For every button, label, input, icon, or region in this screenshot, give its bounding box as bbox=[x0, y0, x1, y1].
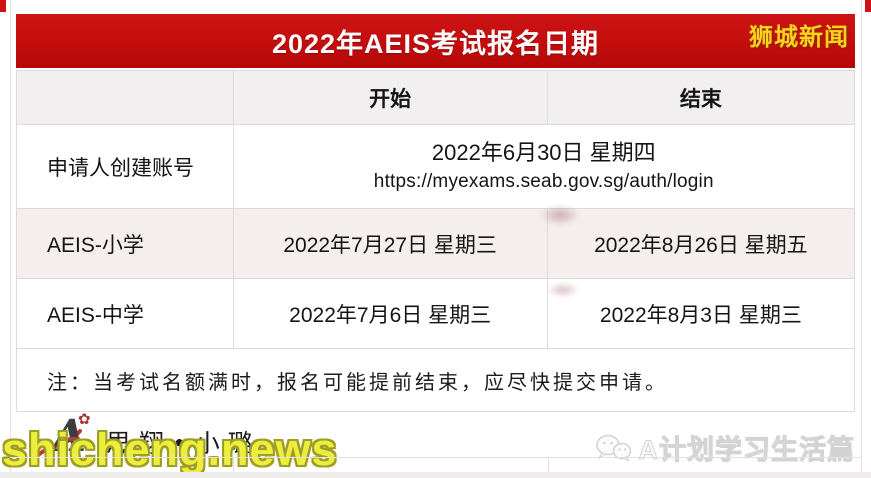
start-date: 2022年7月6日 星期三 bbox=[233, 279, 548, 349]
note-text: 注：当考试名额满时，报名可能提前结束，应尽快提交申请。 bbox=[47, 369, 668, 394]
print-smudge bbox=[546, 282, 580, 298]
frame-line-right bbox=[861, 0, 862, 472]
row-label: AEIS-中学 bbox=[17, 279, 234, 349]
next-section-border bbox=[10, 457, 862, 458]
wechat-icon bbox=[595, 434, 631, 461]
print-smudge bbox=[540, 204, 580, 226]
next-section-divider bbox=[548, 457, 549, 472]
account-start-date: 2022年6月30日 星期四 bbox=[431, 139, 656, 165]
registration-url: https://myexams.seab.gov.sg/auth/login bbox=[373, 170, 714, 192]
flower-icon: ✿ bbox=[78, 411, 91, 428]
title-banner: 2022年AEIS考试报名日期 狮城新闻 bbox=[16, 14, 855, 68]
logo-letter: A bbox=[48, 411, 86, 461]
table-row-primary: AEIS-小学 2022年7月27日 星期三 2022年8月26日 星期五 bbox=[17, 209, 854, 279]
next-section-divider bbox=[233, 457, 234, 472]
frame-line-left bbox=[10, 0, 11, 472]
start-date: 2022年7月27日 星期三 bbox=[233, 209, 548, 279]
row-label: AEIS-小学 bbox=[17, 209, 234, 279]
bottom-edge-band bbox=[0, 472, 871, 478]
header-cell-end: 结束 bbox=[547, 71, 854, 125]
table-row-secondary: AEIS-中学 2022年7月6日 星期三 2022年8月3日 星期三 bbox=[17, 279, 854, 349]
row-label: 申请人创建账号 bbox=[17, 125, 234, 209]
end-date: 2022年8月3日 星期三 bbox=[547, 279, 854, 349]
table-note-row: 注：当考试名额满时，报名可能提前结束，应尽快提交申请。 bbox=[17, 349, 854, 411]
page-title: 2022年AEIS考试报名日期 bbox=[271, 28, 600, 59]
table-row-account: 申请人创建账号 2022年6月30日 星期四 https://myexams.s… bbox=[17, 125, 854, 209]
logo-swoosh-tip-icon bbox=[34, 451, 42, 461]
corner-artifact-left bbox=[0, 0, 6, 12]
end-date: 2022年8月26日 星期五 bbox=[547, 209, 854, 279]
wechat-account-name: A计划学习生活篇 bbox=[638, 435, 855, 466]
header-cell-empty bbox=[17, 71, 234, 125]
account-date-cell: 2022年6月30日 星期四 https://myexams.seab.gov.… bbox=[233, 125, 854, 209]
wechat-watermark: A计划学习生活篇 bbox=[595, 428, 856, 467]
table-header-row: 开始 结束 bbox=[17, 71, 854, 125]
logo-brand-text: 思翔•小璐 bbox=[106, 429, 261, 458]
sixiang-logo: A ✿ bbox=[34, 411, 91, 461]
header-cell-start: 开始 bbox=[233, 71, 548, 125]
brand-badge: 狮城新闻 bbox=[749, 24, 849, 51]
registration-dates-table: 开始 结束 申请人创建账号 2022年6月30日 星期四 https://mye… bbox=[16, 70, 855, 412]
shicheng-watermark: shicheng.news bbox=[2, 424, 338, 475]
corner-artifact-right bbox=[865, 0, 871, 12]
logo-red-mark bbox=[64, 437, 80, 441]
